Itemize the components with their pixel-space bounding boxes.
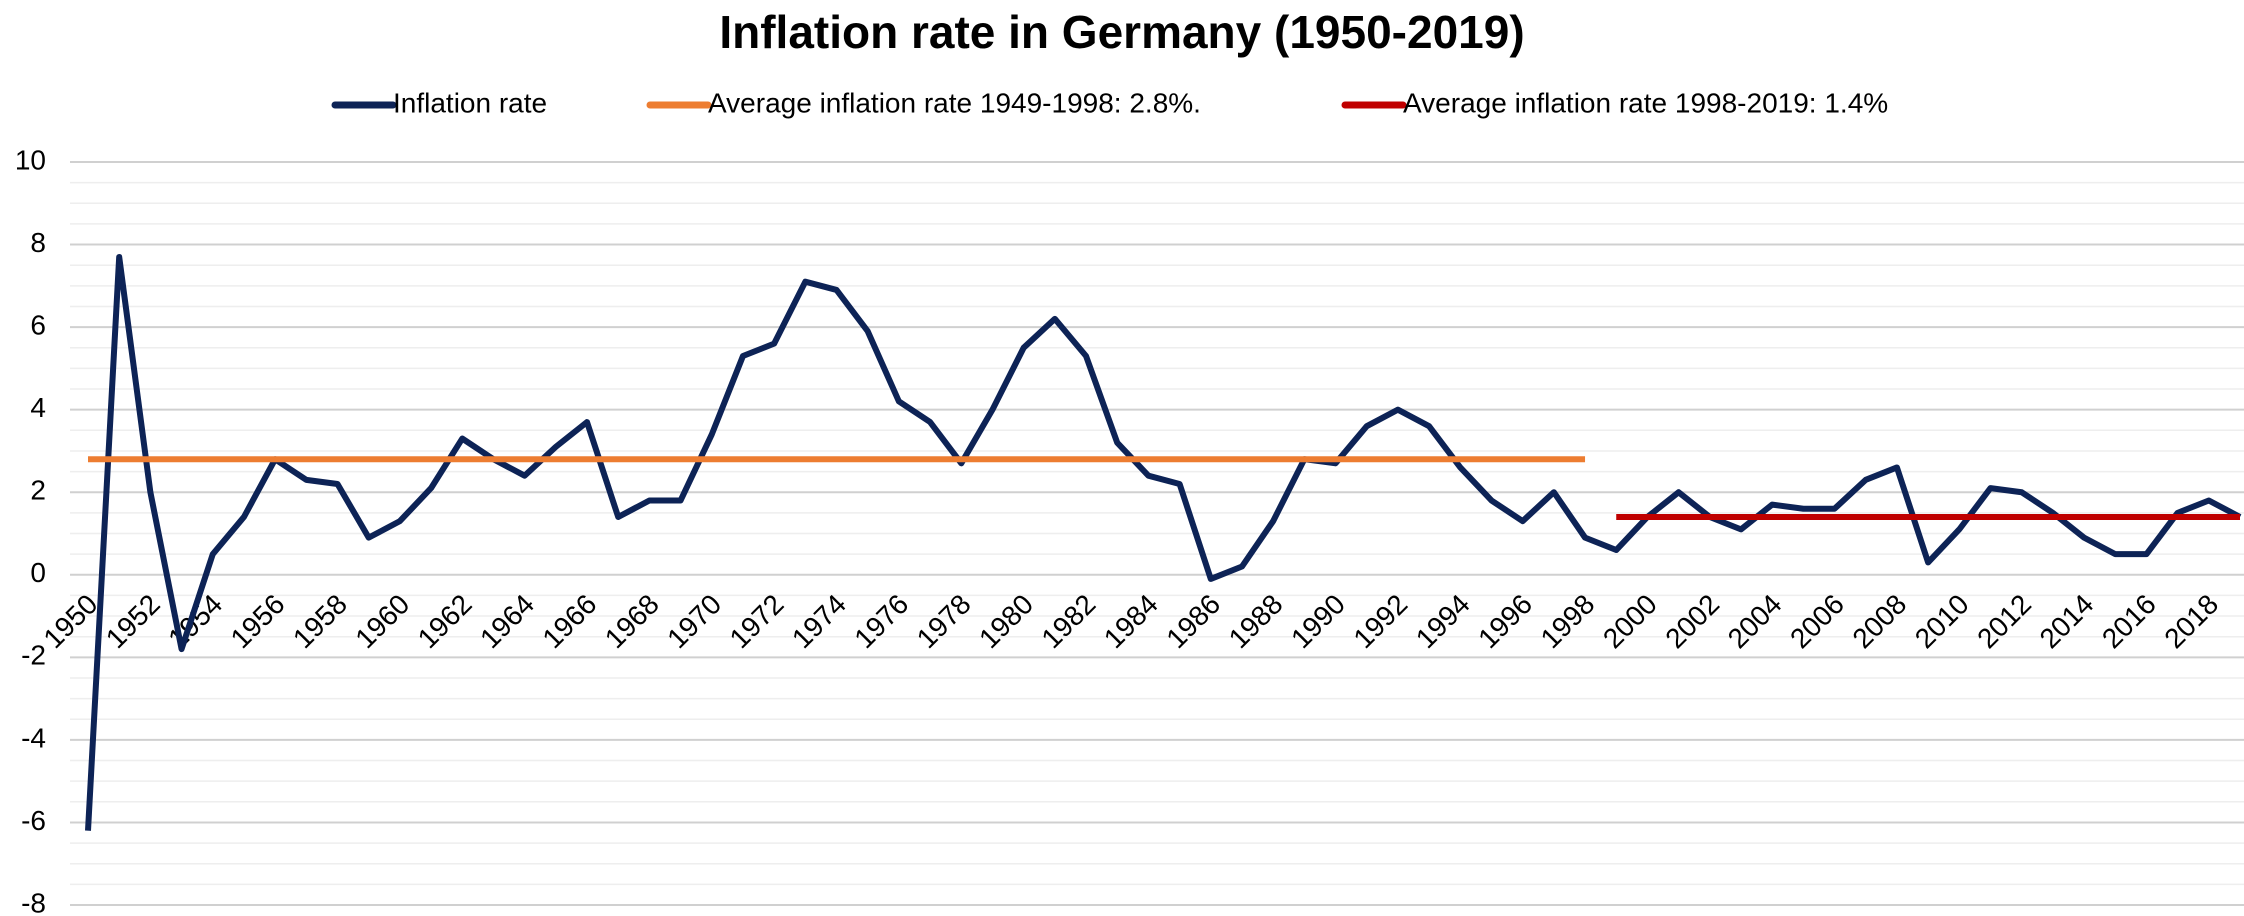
x-tick-label: 2012 — [1971, 588, 2037, 654]
plot — [85, 253, 2242, 831]
x-tick-label: 1972 — [724, 588, 790, 654]
x-tick-label: 1984 — [1098, 588, 1164, 654]
x-tick-label: 1978 — [911, 588, 977, 654]
x-tick-label: 1974 — [786, 588, 852, 654]
x-tick-label: 1992 — [1347, 588, 1413, 654]
x-tick-label: 1966 — [537, 588, 603, 654]
x-tick-label: 1996 — [1472, 588, 1538, 654]
x-tick-label: 1990 — [1285, 588, 1351, 654]
x-tick-label: 1968 — [599, 588, 665, 654]
x-tick-label: 1998 — [1535, 588, 1601, 654]
x-tick-label: 2016 — [2096, 588, 2162, 654]
x-tick-label: 1958 — [287, 588, 353, 654]
x-tick-label: 1950 — [37, 588, 103, 654]
x-tick-label: 1956 — [225, 588, 291, 654]
x-tick-label: 1986 — [1160, 588, 1226, 654]
legend-label: Average inflation rate 1949-1998: 2.8%. — [708, 87, 1201, 118]
x-tick-label: 2000 — [1597, 588, 1663, 654]
x-tick-label: 2004 — [1722, 588, 1788, 654]
x-tick-label: 1982 — [1036, 588, 1102, 654]
x-tick-label: 2002 — [1659, 588, 1725, 654]
y-tick-label: -8 — [21, 887, 46, 916]
legend: Inflation rate Average inflation rate 194… — [331, 87, 1888, 118]
x-tick-label: 1952 — [100, 588, 166, 654]
y-tick-label: 8 — [30, 227, 46, 258]
y-tick-label: -6 — [21, 805, 46, 836]
legend-label: Average inflation rate 1998-2019: 1.4% — [1403, 87, 1888, 118]
x-tick-label: 2006 — [1784, 588, 1850, 654]
legend-label: Inflation rate — [393, 87, 547, 118]
y-tick-label: -4 — [21, 722, 46, 753]
x-tick-label: 1960 — [349, 588, 415, 654]
y-tick-label: -2 — [21, 640, 46, 671]
y-tick-label: 2 — [30, 475, 46, 506]
grid: -8-6-4-202468101950195219541956195819601… — [15, 144, 2244, 916]
x-tick-label: 2010 — [1909, 588, 1975, 654]
x-tick-label: 1988 — [1223, 588, 1289, 654]
y-tick-label: 4 — [30, 392, 46, 423]
x-tick-label: 1980 — [973, 588, 1039, 654]
x-tick-label: 1970 — [661, 588, 727, 654]
y-tick-label: 10 — [15, 144, 46, 175]
x-tick-label: 2014 — [2034, 588, 2100, 654]
chart-title: Inflation rate in Germany (1950-2019) — [719, 6, 1524, 58]
x-tick-label: 1964 — [474, 588, 540, 654]
x-tick-label: 2018 — [2158, 588, 2224, 654]
y-tick-label: 0 — [30, 557, 46, 588]
x-tick-label: 1994 — [1410, 588, 1476, 654]
x-tick-label: 1976 — [848, 588, 914, 654]
x-tick-label: 2008 — [1846, 588, 1912, 654]
x-tick-label: 1962 — [412, 588, 478, 654]
data-line — [85, 253, 2242, 831]
y-tick-label: 6 — [30, 310, 46, 341]
